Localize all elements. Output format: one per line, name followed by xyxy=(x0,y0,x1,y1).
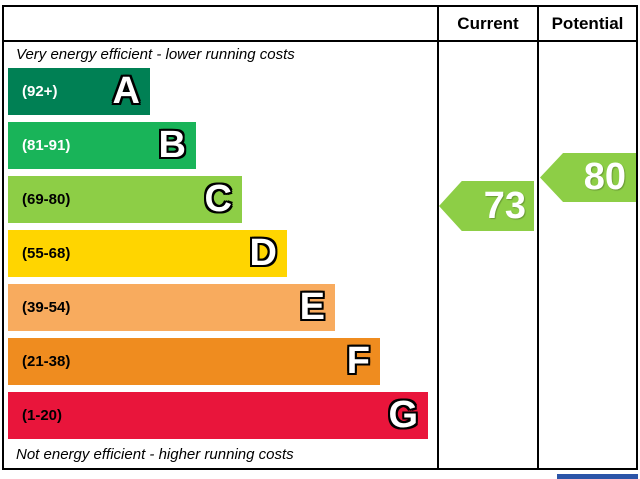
band-c: (69-80) C xyxy=(8,176,242,223)
band-g-range: (1-20) xyxy=(22,407,63,424)
potential-rating-value: 80 xyxy=(583,156,626,198)
potential-rating-arrow: 80 xyxy=(540,153,636,202)
band-c-letter: C xyxy=(204,178,232,220)
band-g: (1-20) G xyxy=(8,392,428,439)
band-d-letter: D xyxy=(249,232,277,274)
band-f: (21-38) F xyxy=(8,338,380,385)
band-e-range: (39-54) xyxy=(22,299,71,316)
epc-table: Current Potential Very energy efficient … xyxy=(2,5,638,470)
band-f-letter: F xyxy=(346,340,370,382)
band-g-letter: G xyxy=(388,394,418,436)
band-c-range: (69-80) xyxy=(22,191,71,208)
rating-area: Very energy efficient - lower running co… xyxy=(4,42,437,468)
band-e-letter: E xyxy=(299,286,325,328)
band-f-range: (21-38) xyxy=(22,353,71,370)
header-current: Current xyxy=(437,7,537,42)
band-a-letter: A xyxy=(112,70,140,112)
band-e: (39-54) E xyxy=(8,284,335,331)
caption-top: Very energy efficient - lower running co… xyxy=(16,46,295,63)
band-a-range: (92+) xyxy=(22,83,58,100)
current-rating-value: 73 xyxy=(483,184,526,227)
band-b-range: (81-91) xyxy=(22,137,71,154)
band-b-letter: B xyxy=(158,124,186,166)
current-rating-arrow: 73 xyxy=(439,181,534,231)
band-b: (81-91) B xyxy=(8,122,196,169)
current-column: 73 xyxy=(437,42,537,468)
potential-column: 80 xyxy=(537,42,636,468)
header-potential: Potential xyxy=(537,7,636,42)
band-a: (92+) A xyxy=(8,68,150,115)
header-empty-cell xyxy=(4,7,437,42)
bottom-partial-element xyxy=(557,474,638,479)
band-d: (55-68) D xyxy=(8,230,287,277)
band-d-range: (55-68) xyxy=(22,245,71,262)
caption-bottom: Not energy efficient - higher running co… xyxy=(16,446,294,463)
